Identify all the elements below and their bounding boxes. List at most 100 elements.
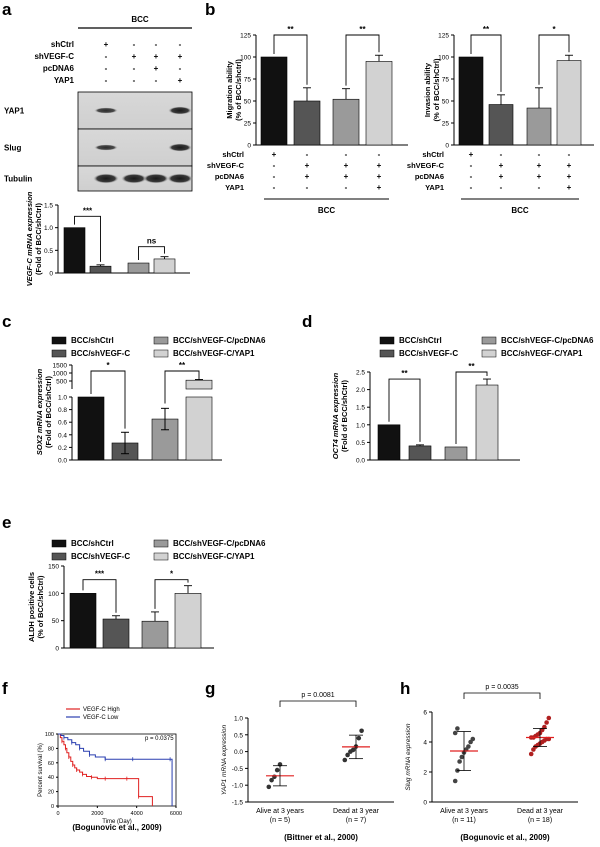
condition-sign: + xyxy=(305,172,310,181)
y-tick-label: -1.5 xyxy=(232,800,244,807)
x-tick-label: 4000 xyxy=(131,811,143,817)
blot-sign: - xyxy=(179,64,182,73)
legend: BCC/shCtrl BCC/shVEGF-C BCC/shVEGF-C/pcDNA… xyxy=(51,336,266,358)
condition-sign: - xyxy=(306,150,309,159)
bar xyxy=(141,620,169,649)
blot-band xyxy=(168,143,192,152)
legend: BCC/shCtrl BCC/shVEGF-C BCC/shVEGF-C/pcDNA… xyxy=(51,539,266,561)
group-label: Dead at 3 year xyxy=(517,808,564,815)
condition-sign: + xyxy=(499,161,504,170)
blot-band xyxy=(168,106,192,115)
bar xyxy=(153,258,176,274)
blot-sign: - xyxy=(179,40,182,49)
condition-sign: - xyxy=(273,161,276,170)
group-n: (n = 5) xyxy=(270,817,290,824)
condition-sign: - xyxy=(470,183,473,192)
significance-bracket xyxy=(388,378,421,442)
y-tick-label: 0 xyxy=(55,646,59,653)
significance-label: ** xyxy=(179,361,186,370)
legend-swatch xyxy=(51,349,67,358)
y-tick-label: 125 xyxy=(240,33,251,40)
legend-label: BCC/shCtrl xyxy=(399,336,442,345)
significance-bracket xyxy=(463,692,541,699)
blot-row-label: pcDNA6 xyxy=(43,64,75,73)
y-axis-label: Percent survival (%) xyxy=(38,743,44,797)
condition-sign: + xyxy=(567,161,572,170)
legend-swatch xyxy=(481,336,497,345)
bar xyxy=(475,384,499,461)
data-point xyxy=(457,759,462,764)
condition-sign: + xyxy=(305,161,310,170)
group-label: Dead at 3 year xyxy=(333,808,380,815)
y-tick-label: 1.0 xyxy=(44,225,53,232)
significance-label: ** xyxy=(483,25,490,34)
legend-label: BCC/shVEGF-C xyxy=(71,349,130,358)
bar xyxy=(77,396,105,461)
y-tick-label: 50 xyxy=(442,99,450,106)
chart-d-oct4: 0.0 0.5 1.0 1.5 2.0 2.5 OCT4 mRNA expression (F… xyxy=(331,362,520,465)
panel-letter-f: f xyxy=(2,679,8,698)
bar xyxy=(408,445,432,461)
blot-band-label: Tubulin xyxy=(4,175,32,184)
x-tick-label: 6000 xyxy=(170,811,182,817)
legend-label: VEGF-C High xyxy=(83,707,120,713)
y-axis-label: Invasion ability xyxy=(423,62,432,117)
condition-label: shVEGF-C xyxy=(207,161,245,170)
bar xyxy=(458,56,484,146)
y-axis-label-unit: (Fold of BCC/shCtrl) xyxy=(340,379,349,452)
y-tick-label: 1000 xyxy=(53,371,68,378)
y-tick-label: 50 xyxy=(52,618,60,625)
significance-label: ** xyxy=(468,362,475,371)
charts: 0 0.5 1.0 1.5 VEGF-C mRNA expression (Fold of… xyxy=(25,25,594,842)
significance-bracket xyxy=(538,34,570,85)
condition-sign: + xyxy=(272,150,277,159)
y-axis-label: VEGF-C mRNA expression xyxy=(25,191,34,286)
blot-band xyxy=(121,173,147,184)
group-label: BCC xyxy=(511,206,529,215)
panel-letter-e: e xyxy=(2,513,11,532)
blot-sign: + xyxy=(132,52,137,61)
y-tick-label: 150 xyxy=(48,564,59,571)
x-axis-label: Time (Day) xyxy=(102,819,131,825)
chart-g-yap1: -1.5 -1.0 -0.5 0.0 0.5 1.0 Alive at 3 years (n … xyxy=(221,692,394,842)
y-tick-label: 75 xyxy=(244,77,252,84)
y-tick-label: 1500 xyxy=(53,363,68,370)
p-value: p = 0.0035 xyxy=(485,684,518,691)
condition-sign: - xyxy=(568,150,571,159)
blot-row-label: shVEGF-C xyxy=(34,52,74,61)
y-tick-label: 1.5 xyxy=(356,405,365,412)
legend-swatch xyxy=(153,552,169,561)
chart-a-mrna: 0 0.5 1.0 1.5 VEGF-C mRNA expression (Fold of… xyxy=(25,191,190,286)
blot-band xyxy=(143,173,169,184)
data-point xyxy=(345,752,350,758)
condition-sign: + xyxy=(537,172,542,181)
blot-band xyxy=(167,173,193,184)
significance-label: * xyxy=(552,25,556,34)
blot-sign: + xyxy=(154,64,159,73)
data-point xyxy=(356,735,362,741)
data-point xyxy=(466,744,471,749)
data-point xyxy=(359,728,364,734)
condition-sign: + xyxy=(567,183,572,192)
condition-label: shCtrl xyxy=(422,150,444,159)
y-tick-label: 60 xyxy=(48,761,54,767)
blot-band-label: Slug xyxy=(4,144,21,153)
y-tick-label: 0.5 xyxy=(234,732,243,739)
condition-label: YAP1 xyxy=(225,183,244,192)
panel-letter-a: a xyxy=(2,0,12,19)
legend-swatch xyxy=(379,336,395,345)
panel-letter-c: c xyxy=(2,312,11,331)
blot-sign: + xyxy=(104,40,109,49)
condition-sign: - xyxy=(470,161,473,170)
legend-label: BCC/shCtrl xyxy=(71,539,114,548)
bar xyxy=(332,98,360,146)
blot-sign: + xyxy=(154,52,159,61)
blot-sign: - xyxy=(105,76,108,85)
condition-table: shCtrl + - - - shVEGF-C - + + + pcDNA6 - + + + YAP1 - - - +… xyxy=(407,150,579,215)
bar xyxy=(185,396,213,461)
legend-label: BCC/shVEGF-C xyxy=(71,552,130,561)
y-tick-label: 75 xyxy=(442,77,450,84)
significance-bracket xyxy=(470,34,502,92)
bar xyxy=(488,104,514,146)
y-tick-label: 50 xyxy=(244,99,252,106)
